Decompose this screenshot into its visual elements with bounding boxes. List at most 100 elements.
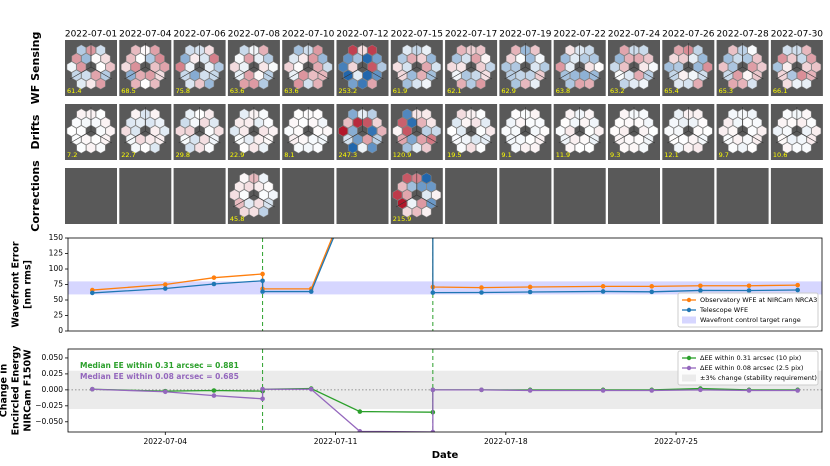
strut xyxy=(395,130,417,144)
strut xyxy=(395,194,417,208)
y-tick-label: 0.000 xyxy=(42,385,64,394)
mirror-segment xyxy=(258,108,269,120)
mirror-segment xyxy=(446,61,457,73)
mirror-segment xyxy=(673,44,684,56)
legend-label: ΔEE within 0.08 arcsec (2.5 pix) xyxy=(700,364,803,372)
mirror-segment xyxy=(451,53,462,65)
map-value: 9.3 xyxy=(610,151,620,159)
mirror-segment xyxy=(456,108,467,120)
column-date: 2022-07-24 xyxy=(608,30,661,40)
wavefront-map xyxy=(390,168,443,224)
mirror-segment xyxy=(100,117,111,129)
mirror-segment xyxy=(125,117,136,129)
mirror-segment xyxy=(673,78,684,90)
map-background xyxy=(770,168,823,224)
mirror-segment xyxy=(565,108,575,120)
mirror-segment xyxy=(811,61,822,73)
mirror-segment xyxy=(185,44,195,56)
mirror-segment xyxy=(185,78,195,90)
mirror-segment xyxy=(263,53,274,65)
mirror-segment xyxy=(752,53,762,65)
mirror-segment xyxy=(520,78,531,90)
strut xyxy=(721,130,743,144)
strut xyxy=(525,66,547,80)
y-tick-label: 50 xyxy=(53,295,63,304)
y-tick-label: 0 xyxy=(58,326,63,335)
strut xyxy=(667,130,689,144)
mirror-segment xyxy=(777,117,788,129)
mirror-segment xyxy=(510,108,521,120)
strut xyxy=(633,130,656,144)
mirror-segment xyxy=(480,117,491,129)
mirror-segment xyxy=(570,53,580,65)
legend-label: Observatory WFE at NIRCam NRCA3 xyxy=(700,296,817,304)
mirror-segment xyxy=(629,78,639,90)
mirror-segment xyxy=(668,117,679,129)
map-background xyxy=(336,168,389,224)
mirror-segment xyxy=(392,189,403,201)
mirror-segment xyxy=(634,117,644,129)
wavefront-map xyxy=(173,40,226,96)
strut xyxy=(308,66,330,80)
mirror-segment xyxy=(579,53,590,65)
map-value: 68.5 xyxy=(121,87,135,95)
map-value: 22.7 xyxy=(121,151,135,159)
y-tick-label: 125 xyxy=(49,249,64,258)
mirror-segment xyxy=(229,125,240,137)
series-marker xyxy=(698,283,703,289)
mirror-segment xyxy=(185,108,195,120)
mirror-segment xyxy=(421,206,432,218)
mirror-segment xyxy=(584,44,595,56)
series-marker xyxy=(430,387,436,393)
mirror-segment xyxy=(471,117,481,129)
mirror-segment xyxy=(693,78,703,90)
strut xyxy=(362,66,384,80)
series-marker xyxy=(260,289,265,294)
mirror-segment xyxy=(431,125,442,137)
mirror-segment xyxy=(584,108,595,120)
mirror-segment xyxy=(283,125,294,137)
mirror-segment xyxy=(530,108,540,120)
column-date: 2022-07-15 xyxy=(391,30,443,40)
x-tick-label: 2022-07-11 xyxy=(314,437,358,446)
series-marker xyxy=(430,429,436,432)
mirror-segment xyxy=(510,78,521,90)
mirror-segment xyxy=(506,53,516,65)
mirror-segment xyxy=(565,142,575,154)
series-line xyxy=(92,238,798,294)
strut xyxy=(287,66,309,80)
series-marker xyxy=(479,290,484,295)
mirror-segment xyxy=(648,125,659,137)
strut xyxy=(178,66,200,80)
row-label: Drifts xyxy=(29,114,42,149)
wavefront-map xyxy=(119,40,172,96)
mirror-segment xyxy=(338,125,348,137)
strut xyxy=(633,66,656,80)
map-value: 22.9 xyxy=(230,151,244,159)
mirror-segment xyxy=(535,53,545,65)
mirror-segment xyxy=(298,53,309,65)
y-tick-label: 100 xyxy=(49,264,64,273)
y-tick-label: 0.050 xyxy=(42,353,64,362)
mirror-segment xyxy=(792,142,802,154)
plot-area xyxy=(68,238,822,331)
mirror-segment xyxy=(397,181,408,193)
mirror-segment xyxy=(757,125,767,137)
wavefront-map xyxy=(282,104,335,160)
mirror-segment xyxy=(426,117,437,129)
wavefront-map xyxy=(662,40,715,96)
mirror-segment xyxy=(263,181,274,193)
strut xyxy=(90,66,113,80)
y-tick-label: −0.050 xyxy=(35,417,63,426)
map-value: 7.2 xyxy=(67,151,77,159)
map-value: 65.3 xyxy=(719,87,733,95)
mirror-segment xyxy=(288,117,299,129)
mirror-segment xyxy=(594,125,604,137)
mirror-segment xyxy=(728,108,738,120)
mirror-segment xyxy=(411,142,422,154)
mirror-segment xyxy=(268,189,279,201)
strut xyxy=(416,194,438,208)
strut xyxy=(558,130,580,144)
mirror-segment xyxy=(214,125,224,137)
wavefront-map xyxy=(445,168,498,224)
